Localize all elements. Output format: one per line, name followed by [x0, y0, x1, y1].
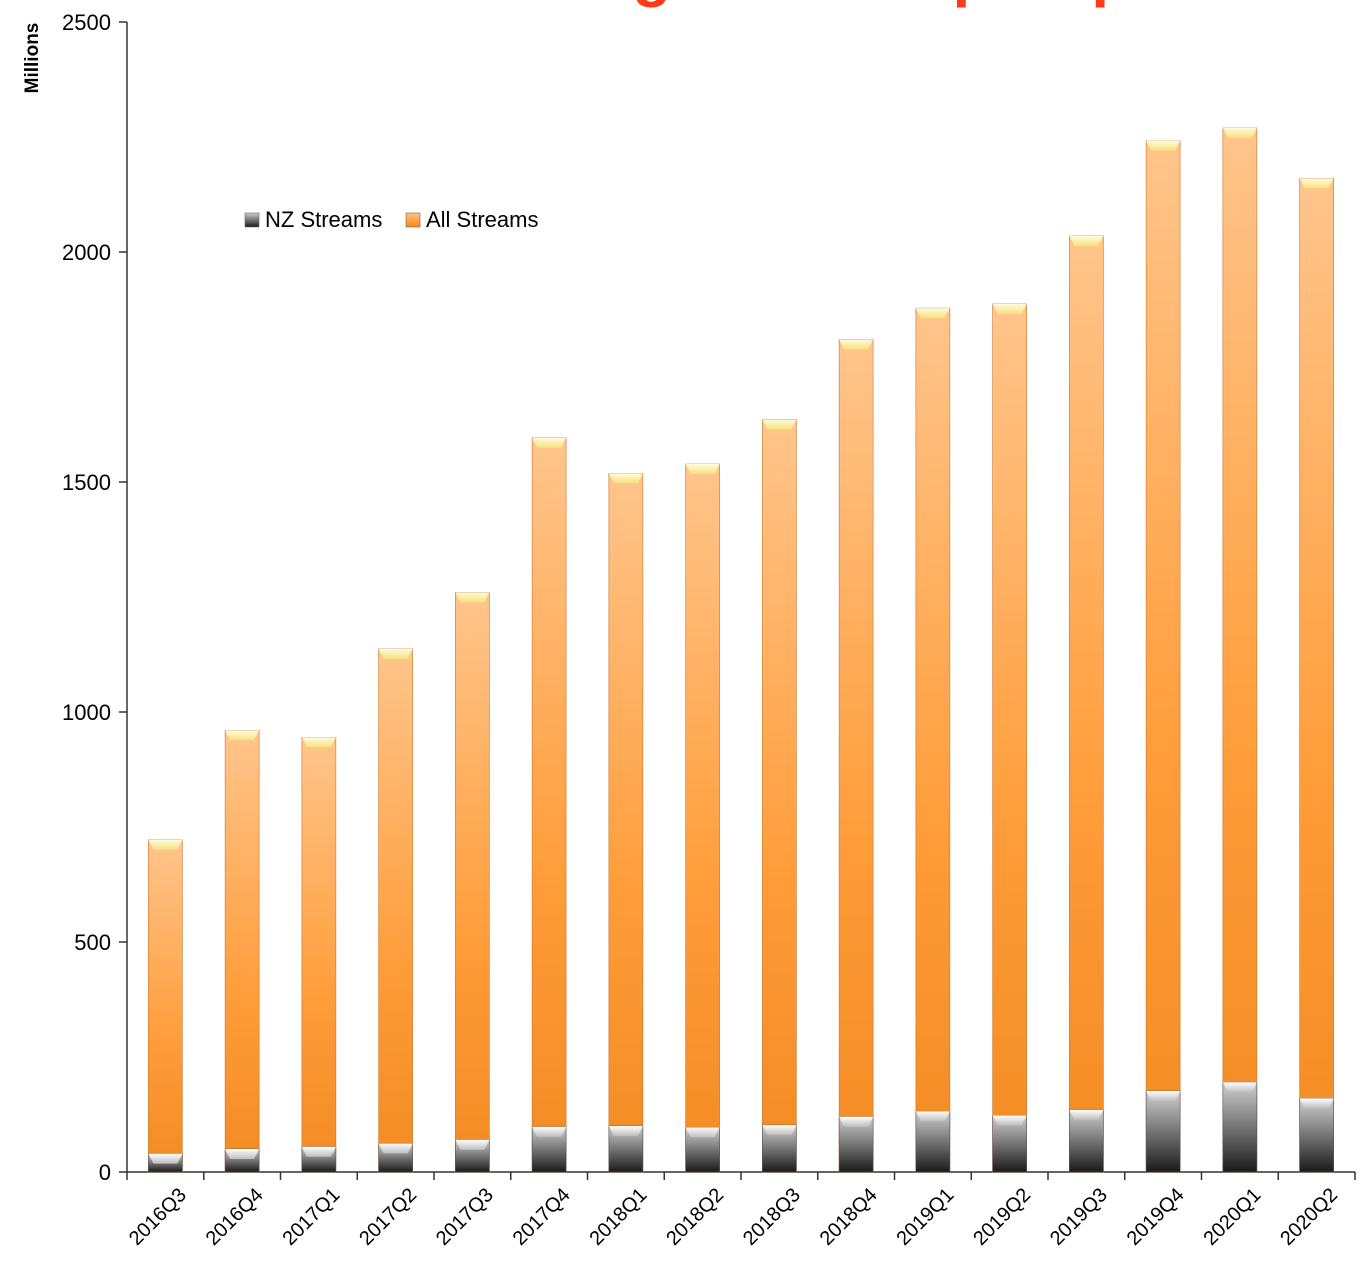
bar-all-streams	[378, 648, 413, 1173]
bar-nz-streams-cap	[839, 1116, 874, 1127]
bar-all-streams	[685, 463, 720, 1173]
bar-nz-streams-cap	[1069, 1109, 1104, 1120]
bar-all-streams-cap	[225, 730, 260, 741]
bar-all-streams	[455, 592, 490, 1173]
legend-label: All Streams	[426, 207, 538, 232]
bar-all-streams-cap	[1299, 178, 1334, 189]
x-tick-label: 2020Q2	[1276, 1184, 1342, 1250]
bar-nz-streams-cap	[685, 1127, 720, 1138]
bar-all-streams	[762, 419, 797, 1173]
bar-nz-streams-cap	[915, 1111, 950, 1122]
bar-nz-streams-cap	[762, 1125, 797, 1136]
bar-all-streams	[1299, 178, 1334, 1173]
legend-label: NZ Streams	[265, 207, 382, 232]
legend-swatch	[244, 212, 260, 228]
x-tick-label: 2018Q3	[739, 1184, 805, 1250]
legend-swatch	[405, 212, 421, 228]
bar-nz-streams-cap	[1222, 1082, 1257, 1093]
legend: NZ Streams All Streams	[244, 207, 538, 232]
bar-nz-streams	[1299, 1098, 1334, 1173]
y-tick-label: 500	[74, 930, 111, 955]
y-tick-label: 2000	[62, 240, 111, 265]
bar-nz-streams-cap	[301, 1146, 336, 1157]
bar-all-streams	[224, 730, 260, 1173]
x-tick-label: 2017Q3	[432, 1184, 498, 1250]
bar-nz-streams-cap	[455, 1139, 490, 1150]
x-tick-label: 2017Q2	[355, 1184, 421, 1250]
bar-nz-streams-cap	[1299, 1098, 1334, 1109]
bar-all-streams-cap	[1069, 235, 1104, 246]
bar-all-streams	[531, 437, 567, 1173]
x-tick-label: 2016Q4	[202, 1184, 268, 1250]
bar-all-streams	[608, 472, 644, 1173]
bar-all-streams	[838, 339, 874, 1173]
x-tick-label: 2020Q1	[1200, 1184, 1266, 1250]
y-axis-label: Millions	[22, 23, 43, 94]
bars	[148, 127, 1334, 1173]
bar-all-streams-cap	[148, 839, 183, 850]
bar-all-streams-cap	[301, 737, 336, 748]
x-tick-label: 2019Q1	[893, 1184, 959, 1250]
bar-nz-streams-cap	[1146, 1091, 1181, 1102]
x-tick-label: 2017Q1	[279, 1184, 345, 1250]
y-tick-label: 0	[99, 1160, 111, 1185]
bar-all-streams	[915, 307, 951, 1173]
x-tick-label: 2019Q3	[1046, 1184, 1112, 1250]
bar-nz-streams-cap	[148, 1153, 183, 1164]
bar-nz-streams-cap	[225, 1149, 260, 1159]
x-tick-label: 2016Q3	[125, 1184, 191, 1250]
bar-all-streams-cap	[378, 648, 413, 659]
bar-nz-streams-cap	[378, 1143, 413, 1154]
bar-nz-streams-cap	[608, 1126, 643, 1136]
bar-all-streams	[148, 839, 183, 1173]
bar-nz-streams-cap	[992, 1115, 1027, 1126]
bar-all-streams-cap	[685, 464, 720, 475]
chart-title: Total streaming streams per quarter	[200, 0, 1291, 8]
bar-all-streams-cap	[1222, 127, 1257, 138]
bar-nz-streams	[1222, 1082, 1258, 1173]
bar-all-streams-cap	[455, 592, 490, 603]
bar-all-streams-cap	[992, 303, 1027, 314]
bar-all-streams-cap	[915, 308, 950, 319]
bar-nz-streams-cap	[532, 1126, 567, 1137]
y-tick-label: 2500	[62, 10, 111, 35]
y-tick-label: 1000	[62, 700, 111, 725]
bar-all-streams-cap	[762, 419, 797, 430]
bar-all-streams-cap	[839, 339, 874, 350]
x-tick-label: 2018Q2	[662, 1184, 728, 1250]
bar-all-streams-cap	[1146, 140, 1181, 151]
x-tick-label: 2018Q4	[816, 1184, 882, 1250]
bar-all-streams-cap	[532, 437, 567, 448]
bar-all-streams	[1145, 140, 1181, 1173]
bar-nz-streams	[1145, 1090, 1181, 1173]
bar-all-streams	[1069, 235, 1104, 1173]
y-tick-label: 1500	[62, 470, 111, 495]
x-tick-label: 2018Q1	[586, 1184, 652, 1250]
bar-all-streams	[301, 736, 337, 1173]
bar-all-streams-cap	[608, 473, 643, 484]
bar-nz-streams	[915, 1110, 951, 1173]
x-tick-label: 2019Q2	[969, 1184, 1035, 1250]
x-tick-label: 2019Q4	[1123, 1184, 1189, 1250]
bar-nz-streams	[1069, 1109, 1104, 1173]
x-tick-label: 2017Q4	[509, 1184, 575, 1250]
bar-all-streams	[1222, 127, 1258, 1173]
bar-all-streams	[992, 303, 1027, 1173]
